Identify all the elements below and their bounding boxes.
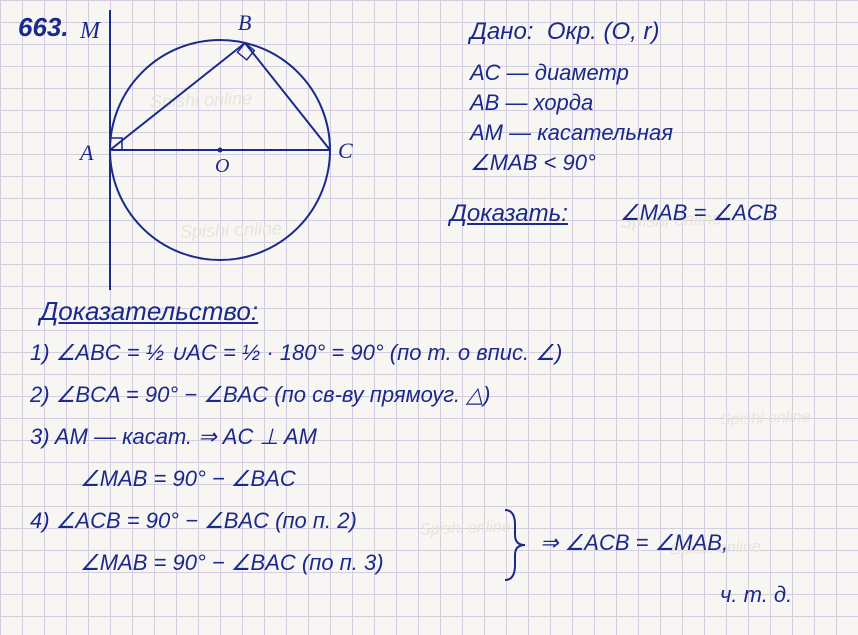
proof-heading: Доказательство: <box>40 296 258 327</box>
center-dot <box>218 148 223 153</box>
label-o: O <box>215 155 229 177</box>
label-b: B <box>238 10 251 35</box>
label-c: C <box>338 138 353 163</box>
chord-ab <box>110 43 245 150</box>
proof-conclusion: ⇒ ∠ACB = ∠MAB, <box>540 530 728 556</box>
given-line2: AB — хорда <box>470 90 593 116</box>
label-a: A <box>78 140 94 165</box>
label-m: M <box>79 18 102 44</box>
watermark: Spishi online <box>420 518 511 539</box>
diagram-svg: M B A O C <box>60 20 380 300</box>
given-heading: Дано: Окр. (O, r) <box>470 18 659 46</box>
given-line1: AC — диаметр <box>470 60 629 86</box>
proof-step3a: 3) AM — касат. ⇒ AC ⊥ AM <box>30 424 317 450</box>
proof-step3b: ∠MAB = 90° − ∠BAC <box>80 466 296 492</box>
prove-text: ∠MAB = ∠ACB <box>620 200 777 226</box>
proof-step2: 2) ∠BCA = 90° − ∠BAC (по св-ву прямоуг. … <box>30 382 491 408</box>
given-circle: Окр. (O, r) <box>547 18 660 45</box>
prove-heading: Доказать: <box>450 200 568 227</box>
page-content: Spishi online Spishi online Spishi onlin… <box>0 0 858 635</box>
proof-step1: 1) ∠ABC = ½ ∪AC = ½ · 180° = 90° (по т. … <box>30 340 562 366</box>
given-heading-text: Дано: <box>470 18 533 45</box>
proof-step4b: ∠MAB = 90° − ∠BAC (по п. 3) <box>80 550 384 576</box>
given-line4: ∠MAB < 90° <box>470 150 596 176</box>
proof-step4a: 4) ∠ACB = 90° − ∠BAC (по п. 2) <box>30 508 357 534</box>
given-line3: AM — касательная <box>470 120 673 146</box>
geometry-diagram: M B A O C <box>60 20 380 305</box>
proof-qed: ч. т. д. <box>720 582 792 608</box>
prove-line: Доказать: <box>450 200 568 228</box>
watermark: Spishi online <box>720 408 811 429</box>
brace-icon <box>500 505 530 585</box>
